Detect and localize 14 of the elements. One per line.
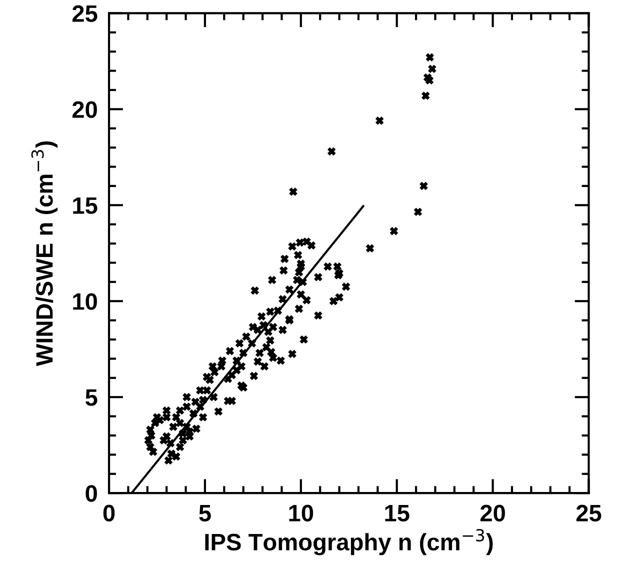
y-tick-label: 0 [86,485,97,502]
y-tick-label: 5 [86,389,98,406]
x-tick-label: 25 [576,504,602,522]
x-tick-label: 0 [103,504,115,522]
x-tick-label: 20 [480,504,505,522]
x-axis-title: IPS Tomography n (cm$^{−3}$) [205,528,493,556]
x-tick-label: 5 [199,505,211,522]
x-tick-label: 15 [385,505,410,522]
y-axis-title: WIND/SWE n (cm$^{−3}$) [31,141,58,366]
y-tick-label: 15 [73,197,98,214]
x-tick-label: 10 [289,504,314,522]
y-tick-label: 25 [72,5,98,22]
y-tick-label: 20 [72,101,97,118]
y-tick-label: 10 [73,293,97,310]
